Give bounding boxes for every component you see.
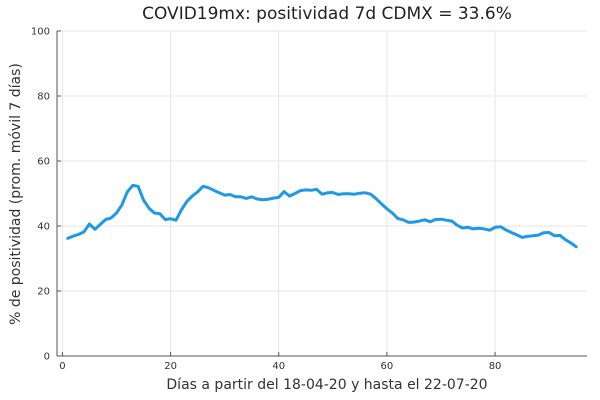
series-layer [66, 183, 578, 249]
y-axis-label: % de positividad (prom. móvil 7 días) [8, 63, 24, 325]
x-tick-label: 80 [489, 361, 502, 372]
y-tick-label: 80 [37, 92, 50, 103]
y-tick-label: 40 [37, 222, 50, 233]
x-tick-label: 20 [164, 361, 177, 372]
y-tick-label: 60 [37, 157, 50, 168]
x-tick-label: 60 [381, 361, 394, 372]
x-axis-label: Días a partir del 18-04-20 y hasta el 22… [166, 377, 487, 393]
y-tick-label: 0 [44, 352, 50, 363]
chart-title: COVID19mx: positividad 7d CDMX = 33.6% [142, 4, 512, 24]
series-line [66, 183, 578, 249]
x-tick-label: 0 [59, 361, 65, 372]
y-tick-label: 20 [37, 287, 50, 298]
y-tick-label: 100 [31, 27, 50, 38]
x-tick-label: 40 [272, 361, 285, 372]
axes-layer: 0 20 40 60 80 0 20 40 60 80 100 [31, 27, 587, 372]
